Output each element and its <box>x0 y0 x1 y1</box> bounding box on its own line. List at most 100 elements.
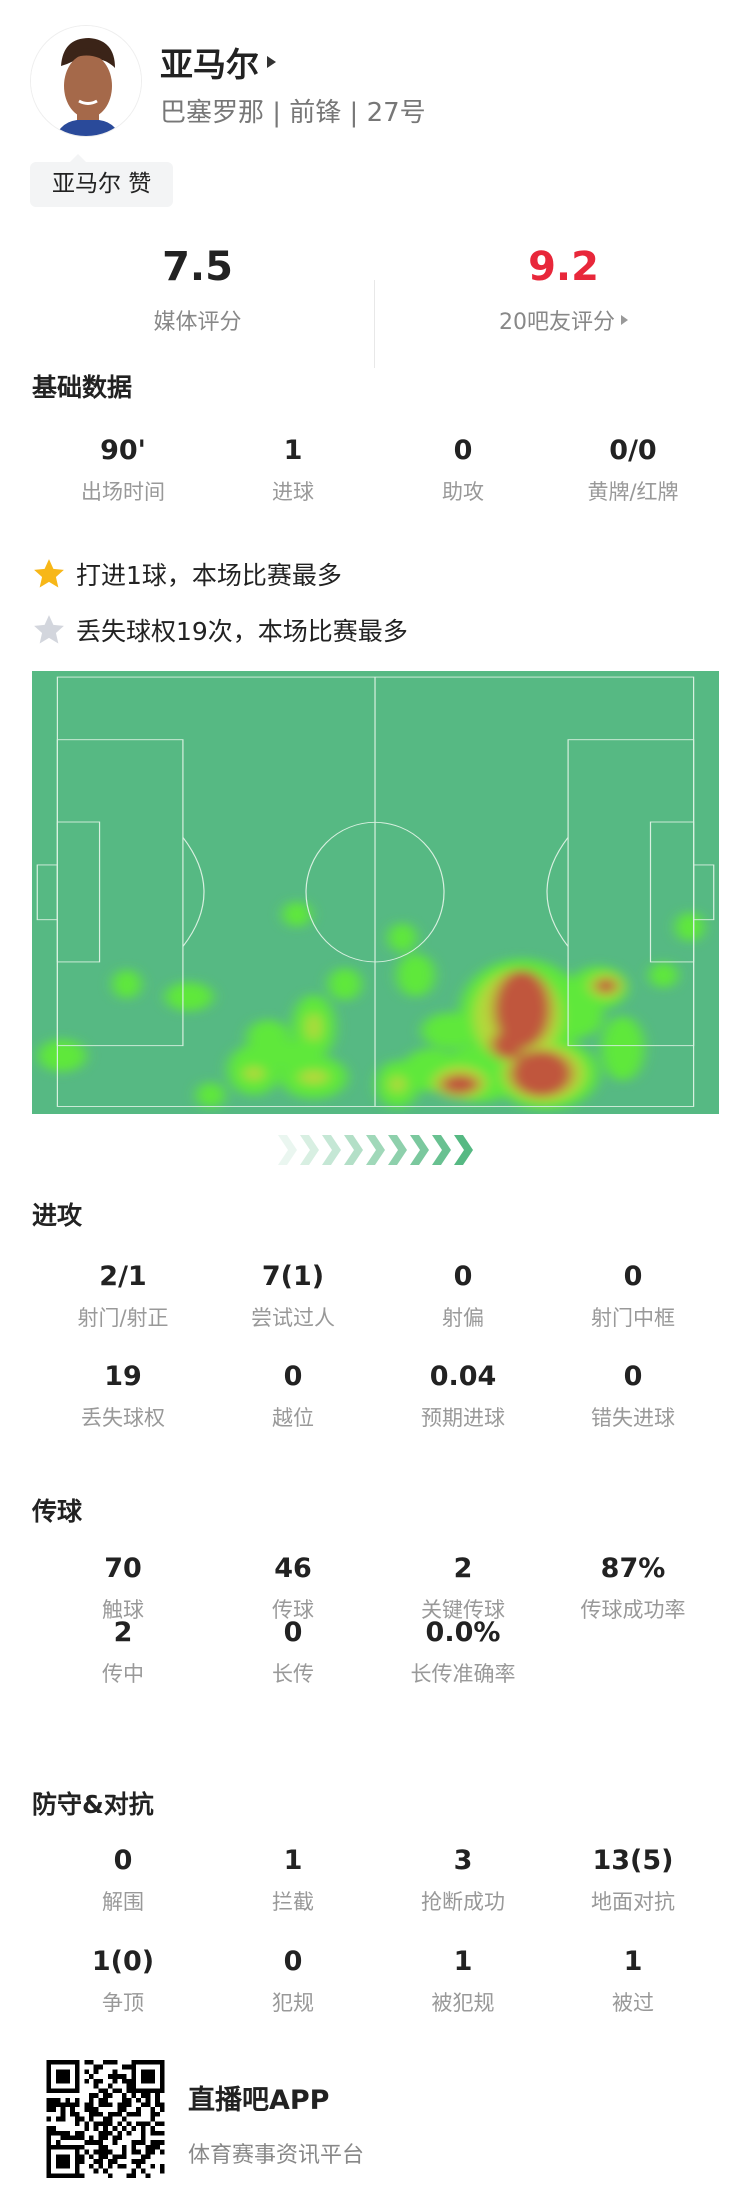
heat-blob-mid <box>244 1066 264 1081</box>
stat-value: 46 <box>274 1553 312 1584</box>
stat-label: 长传 <box>272 1662 314 1686</box>
stat-cell: 0/0 黄牌/红牌 <box>548 434 718 506</box>
stat-cell: 1 拦截 <box>208 1844 378 1916</box>
stat-cell: 0 长传 <box>208 1616 378 1688</box>
stat-value: 0.0% <box>425 1617 501 1648</box>
stat-label: 错失进球 <box>591 1406 675 1430</box>
qr-code[interactable] <box>45 2060 166 2178</box>
stat-value: 0 <box>113 1845 133 1876</box>
stat-cell: 0 助攻 <box>378 434 548 506</box>
stat-label: 丢失球权 <box>81 1406 165 1430</box>
stat-cell: 90' 出场时间 <box>38 434 208 506</box>
heat-blob-mid <box>299 1069 329 1085</box>
stat-label: 射门/射正 <box>77 1306 169 1330</box>
stat-cell: 3 抢断成功 <box>378 1844 548 1916</box>
heat-blob-low <box>387 923 417 952</box>
heat-blob-high <box>490 1030 525 1060</box>
stat-label: 预期进球 <box>421 1406 505 1430</box>
attack-row: 19 丢失球权 0 越位 0.04 预期进球 0 错失进球 <box>38 1360 718 1432</box>
like-badge[interactable]: 亚马尔 赞 <box>30 154 174 207</box>
stat-value: 70 <box>104 1553 142 1584</box>
player-info: 巴塞罗那 | 前锋 | 27号 <box>160 98 426 128</box>
heat-blob-low <box>546 994 604 1038</box>
chevron-right-icon <box>432 1135 451 1165</box>
stat-cell: 19 丢失球权 <box>38 1360 208 1432</box>
stat-value: 0 <box>283 1946 303 1977</box>
stat-label: 地面对抗 <box>591 1890 675 1914</box>
fan-rating[interactable]: 9.2 20吧友评分 <box>376 240 750 336</box>
heat-blob-low <box>282 901 312 927</box>
heat-blob-high <box>595 978 617 994</box>
stat-label: 传球 <box>272 1598 314 1622</box>
media-rating-label: 媒体评分 <box>153 310 242 335</box>
chevron-right-icon <box>278 1135 297 1165</box>
stat-label: 越位 <box>272 1406 314 1430</box>
silver-star-icon <box>34 615 64 644</box>
stat-value: 0 <box>623 1261 643 1292</box>
heat-blob-low <box>396 953 435 997</box>
stat-label: 被犯规 <box>431 1991 495 2015</box>
stat-label: 传球成功率 <box>580 1598 686 1622</box>
stat-value: 0.04 <box>429 1361 497 1392</box>
stat-label: 关键传球 <box>421 1598 505 1622</box>
player-name: 亚马尔 <box>160 45 259 84</box>
stat-cell: 0 犯规 <box>208 1945 378 2017</box>
stat-cell: 1 被过 <box>548 1945 718 2017</box>
section-title-passing: 传球 <box>32 1497 83 1526</box>
heat-blob-low <box>675 912 705 942</box>
pitch-lines <box>36 676 715 1107</box>
stat-value: 1 <box>283 1845 303 1876</box>
heat-blob-low <box>196 1082 226 1108</box>
highlight-item: 打进1球，本场比赛最多 <box>32 556 342 592</box>
stat-cell: 46 传球 <box>208 1552 378 1624</box>
stat-label: 尝试过人 <box>251 1306 335 1330</box>
triangle-right-icon <box>621 315 628 325</box>
chevron-right-icon <box>322 1135 341 1165</box>
stat-cell: 70 触球 <box>38 1552 208 1624</box>
stat-cell: 7(1) 尝试过人 <box>208 1260 378 1332</box>
chevron-right-icon <box>344 1135 363 1165</box>
stat-value: 0 <box>283 1617 303 1648</box>
stat-cell: 1 被犯规 <box>378 1945 548 2017</box>
highlight-item: 丢失球权19次，本场比赛最多 <box>32 612 408 648</box>
stat-cell: 87% 传球成功率 <box>548 1552 718 1624</box>
stat-value: 19 <box>104 1361 142 1392</box>
passing-row: 2 传中 0 长传 0.0% 长传准确率 <box>38 1616 718 1688</box>
heat-blob-low <box>165 982 214 1011</box>
stat-cell: 2 传中 <box>38 1616 208 1688</box>
stat-value: 2 <box>113 1617 133 1648</box>
heat-blob-low <box>272 1041 312 1070</box>
stat-cell: 2 关键传球 <box>378 1552 548 1624</box>
heat-blob-low <box>328 968 362 1001</box>
stat-cell: 0 射偏 <box>378 1260 548 1332</box>
divider <box>374 280 375 368</box>
fan-rating-value: 9.2 <box>528 244 599 290</box>
stat-value: 2/1 <box>99 1261 147 1292</box>
basic-stats-row: 90' 出场时间 1 进球 0 助攻 0/0 黄牌/红牌 <box>38 434 718 506</box>
stat-value: 3 <box>453 1845 473 1876</box>
stat-label: 解围 <box>102 1890 144 1914</box>
stat-label: 射偏 <box>442 1306 484 1330</box>
heat-blob-mid <box>390 1075 405 1094</box>
stat-label: 争顶 <box>102 1991 144 2015</box>
chevron-right-icon <box>366 1135 385 1165</box>
player-avatar[interactable] <box>30 25 142 137</box>
player-name-link[interactable]: 亚马尔 <box>160 38 276 86</box>
heat-blob-low <box>649 962 678 988</box>
chevron-right-icon <box>300 1135 319 1165</box>
triangle-right-icon <box>267 56 276 68</box>
heatmap <box>36 676 715 1110</box>
media-rating-value: 7.5 <box>162 244 233 290</box>
stat-cell: 0 越位 <box>208 1360 378 1432</box>
media-rating: 7.5 媒体评分 <box>10 240 385 336</box>
chevron-right-icon <box>454 1135 473 1165</box>
passing-row: 70 触球 46 传球 2 关键传球 87% 传球成功率 <box>38 1552 718 1624</box>
stat-label: 抢断成功 <box>421 1890 505 1914</box>
section-title-defense: 防守&对抗 <box>32 1790 154 1819</box>
heat-blob-high <box>440 1074 479 1095</box>
stat-label: 进球 <box>272 480 314 504</box>
stat-cell: 0 射门中框 <box>548 1260 718 1332</box>
stat-label: 拦截 <box>272 1890 314 1914</box>
chevron-right-icon <box>410 1135 429 1165</box>
stat-value: 1 <box>453 1946 473 1977</box>
